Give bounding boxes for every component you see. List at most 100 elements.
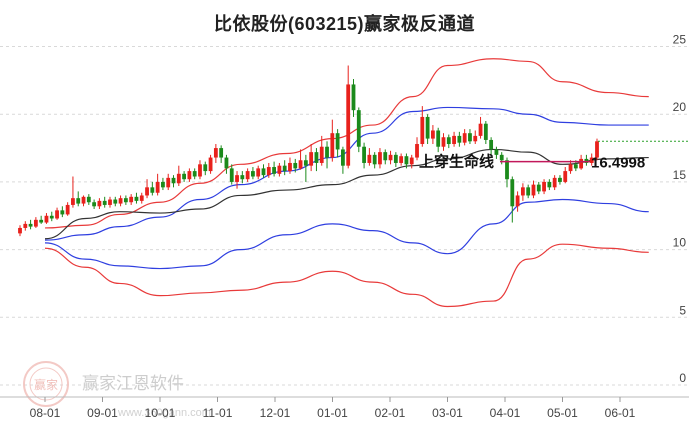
candle: [468, 129, 472, 145]
candle-body: [457, 135, 462, 143]
candle-body: [256, 168, 261, 177]
y-tick-label: 25: [673, 33, 687, 47]
candle: [595, 138, 599, 161]
candle: [584, 154, 589, 166]
x-tick-label: 08-01: [30, 406, 61, 420]
candle-body: [298, 160, 303, 169]
candle-body: [330, 133, 335, 158]
candle-body: [224, 157, 229, 169]
candle-body: [568, 164, 573, 172]
candle: [176, 165, 181, 186]
candle-body: [531, 184, 536, 196]
candle-body: [108, 199, 112, 205]
annotation-cross-lifeline: 上穿生命线: [419, 153, 494, 171]
candle-body: [123, 198, 128, 203]
candle: [272, 161, 276, 177]
candle-body: [76, 198, 81, 204]
candle-body: [33, 219, 38, 227]
candle-body: [102, 200, 107, 205]
band-lower-inner: [44, 198, 649, 270]
candle-body: [573, 164, 578, 169]
candle: [71, 176, 75, 208]
candle-body: [441, 137, 446, 147]
band-upper-inner: [44, 106, 649, 241]
candle-body: [113, 199, 118, 204]
candle: [341, 146, 345, 174]
candle: [139, 192, 144, 204]
candle-body: [468, 133, 472, 142]
candle-body: [240, 175, 245, 180]
annotation-price-value: 16.4998: [591, 155, 645, 172]
candle-body: [97, 200, 102, 207]
candle-body: [309, 152, 314, 166]
candle: [92, 199, 97, 209]
candle: [208, 154, 213, 174]
candle: [335, 129, 340, 158]
candle-body: [208, 157, 213, 172]
candle: [65, 202, 70, 216]
candle: [134, 192, 139, 204]
candle: [303, 154, 308, 182]
candle-body: [213, 148, 218, 158]
candle-body: [235, 175, 239, 182]
candle-body: [383, 152, 388, 161]
candle-body: [372, 154, 377, 165]
candle-body: [282, 165, 287, 172]
candle: [547, 179, 552, 191]
candle: [457, 131, 462, 147]
candle-body: [335, 133, 340, 150]
candle-body: [81, 196, 86, 204]
candle: [409, 154, 414, 169]
candle-body: [341, 149, 345, 166]
y-axis-ticks: 0 5 10 15 20 25: [673, 33, 687, 385]
candle-body: [166, 177, 171, 188]
candle: [356, 107, 361, 153]
candle: [542, 179, 546, 195]
candle: [436, 127, 441, 153]
candle-body: [356, 110, 361, 147]
watermark-logo-text: 赢家: [34, 377, 58, 392]
candle: [293, 158, 298, 173]
x-tick-label: 11-01: [203, 406, 233, 420]
candle-body: [415, 144, 419, 158]
candle: [256, 165, 261, 180]
candle: [187, 168, 192, 182]
candle: [266, 162, 271, 178]
candle-body: [229, 168, 234, 182]
candle-body: [346, 84, 351, 166]
candle-body: [139, 195, 144, 201]
candle-body: [526, 187, 531, 196]
candle: [351, 79, 356, 117]
candle-body: [388, 154, 393, 161]
candle: [150, 181, 155, 196]
candle-body: [272, 167, 276, 174]
candle-body: [293, 162, 298, 169]
chart-title: 比依股份(603215)赢家极反通道: [213, 14, 476, 34]
candle-body: [219, 148, 224, 158]
candle-body: [510, 179, 515, 207]
candle: [526, 184, 531, 199]
x-tick-label: 12-01: [260, 406, 291, 420]
candle: [441, 133, 446, 151]
candle-body: [251, 171, 255, 177]
candle-body: [44, 215, 49, 223]
candle-body: [176, 173, 181, 184]
candle: [49, 211, 54, 222]
candle-body: [409, 157, 414, 165]
candle: [362, 142, 366, 169]
watermark-url: www.360gann.com: [117, 407, 211, 419]
candle: [415, 137, 419, 161]
candle-body: [198, 164, 202, 177]
candle: [520, 183, 525, 201]
candle: [589, 153, 594, 166]
candle: [203, 161, 208, 176]
candle-body: [399, 156, 404, 163]
y-tick-label: 20: [673, 100, 687, 114]
candle: [97, 198, 102, 209]
candle-body: [55, 210, 59, 219]
candle: [319, 135, 324, 166]
candle: [235, 171, 239, 189]
candle-body: [303, 160, 308, 166]
candle: [102, 196, 107, 208]
